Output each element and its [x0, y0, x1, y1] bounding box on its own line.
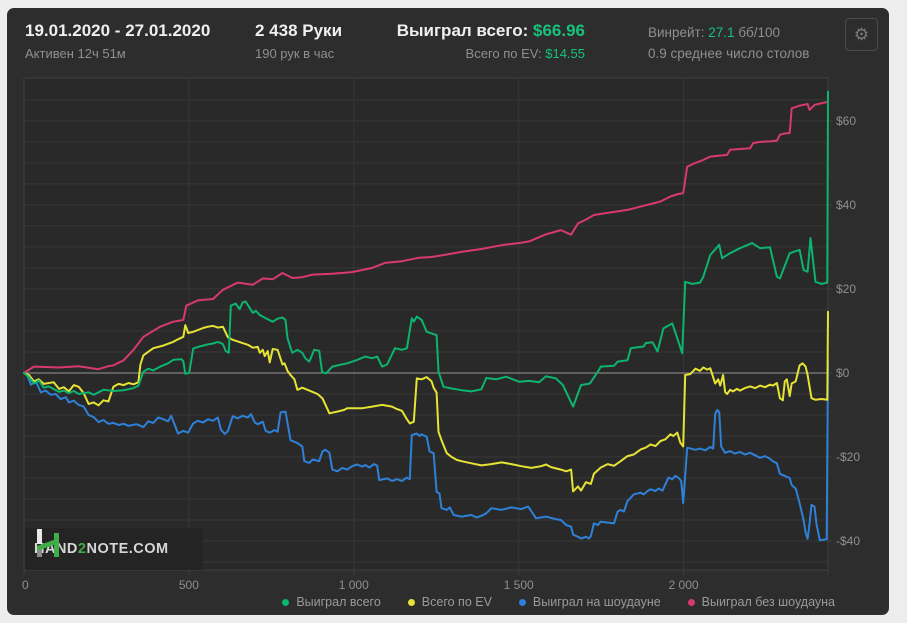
- legend-item-won-total[interactable]: Выиграл всего: [282, 595, 381, 609]
- gear-icon: ⚙: [853, 24, 870, 44]
- stats-panel: 19.01.2020 - 27.01.2020 Активен 12ч 51м …: [7, 8, 889, 615]
- legend-label: Выиграл на шоудауне: [532, 595, 661, 609]
- legend-item-ev-total[interactable]: Всего по EV: [407, 595, 492, 609]
- legend-item-won-showdown[interactable]: Выиграл на шоудауне: [518, 595, 661, 609]
- series-line-ev-total: [23, 310, 829, 493]
- y-axis-label: -$40: [836, 534, 860, 548]
- x-axis-label: 0: [22, 578, 29, 592]
- avg-tables: 0.9 среднее число столов: [648, 46, 810, 61]
- settings-button[interactable]: ⚙: [845, 18, 878, 51]
- hand2note-logo: HAND2NOTE.COM: [25, 528, 203, 570]
- header-hands-group: 2 438 Руки 190 рук в час: [255, 20, 342, 64]
- legend-dot-blue: [518, 598, 526, 606]
- y-axis-label: $20: [836, 282, 856, 296]
- won-total-line: Выиграл всего: $66.96: [367, 20, 585, 42]
- winrate-units: бб/100: [738, 25, 781, 40]
- header-date-group: 19.01.2020 - 27.01.2020 Активен 12ч 51м: [25, 20, 210, 64]
- plot-background: [24, 78, 828, 570]
- x-axis-label: 1 500: [504, 578, 534, 592]
- winnings-chart[interactable]: 0 500 1 000 1 500 2 000 $60 $40 $20 $0 -$20 -$40: [7, 8, 889, 615]
- legend-dot-pink: [687, 598, 695, 606]
- hands-total: 2 438 Руки: [255, 21, 343, 40]
- x-axis-label: 500: [179, 578, 199, 592]
- x-axis-label: 2 000: [669, 578, 699, 592]
- legend-label: Выиграл без шоудауна: [701, 595, 835, 609]
- y-axis-label: $60: [836, 114, 856, 128]
- y-axis-label: $0: [836, 366, 850, 380]
- series-line-won-no-showdown: [23, 100, 829, 374]
- series-line-won-showdown: [23, 360, 829, 542]
- winrate-label: Винрейт:: [648, 25, 705, 40]
- active-time: Активен 12ч 51м: [25, 46, 126, 61]
- winrate-line: Винрейт: 27.1 бб/100: [648, 22, 809, 43]
- legend-label: Выиграл всего: [296, 595, 381, 609]
- hand2note-logo-icon: [37, 529, 59, 557]
- ev-label: Всего по EV:: [465, 46, 542, 61]
- winrate-value: 27.1: [708, 25, 735, 40]
- ev-line: Всего по EV: $14.55: [367, 44, 585, 64]
- won-total-label: Выиграл всего:: [396, 21, 529, 40]
- x-axis-label: 1 000: [339, 578, 369, 592]
- ev-value: $14.55: [545, 46, 585, 61]
- y-axis-label: -$20: [836, 450, 860, 464]
- chart-legend: Выиграл всего Всего по EV Выиграл на шоу…: [7, 593, 889, 611]
- legend-item-won-no-showdown[interactable]: Выиграл без шоудауна: [687, 595, 835, 609]
- won-total-value: $66.96: [533, 21, 585, 40]
- legend-dot-green: [282, 598, 290, 606]
- header-winnings-group: Выиграл всего: $66.96 Всего по EV: $14.5…: [367, 20, 585, 64]
- date-range: 19.01.2020 - 27.01.2020: [25, 21, 211, 40]
- series-line-won-total: [23, 90, 829, 408]
- y-axis-label: $40: [836, 198, 856, 212]
- header-winrate-group: Винрейт: 27.1 бб/100 0.9 среднее число с…: [648, 22, 809, 64]
- legend-label: Всего по EV: [421, 595, 492, 609]
- hands-per-hour: 190 рук в час: [255, 46, 335, 61]
- logo-text-post: NOTE.COM: [86, 541, 169, 557]
- logo-text-two: 2: [77, 541, 87, 557]
- legend-dot-yellow: [407, 598, 415, 606]
